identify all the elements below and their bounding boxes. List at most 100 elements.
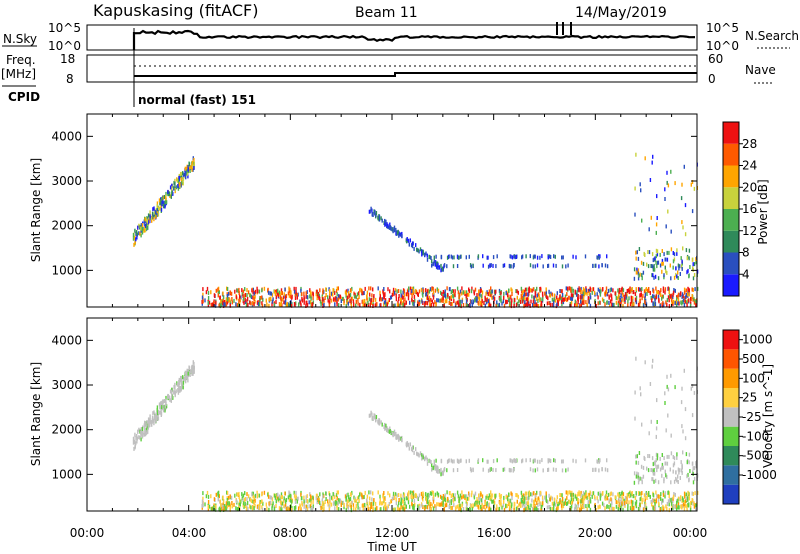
power-scatter-mark xyxy=(677,301,679,306)
power-scatter-mark xyxy=(278,290,281,295)
power-scatter-mark xyxy=(588,289,590,294)
velocity-scatter-mark xyxy=(217,497,219,502)
velocity-scatter-mark xyxy=(162,399,165,404)
velocity-scatter-mark xyxy=(153,421,155,426)
velocity-scatter-mark xyxy=(675,476,677,481)
velocity-scatter-mark xyxy=(135,434,138,439)
velocity-scatter-mark xyxy=(589,490,591,495)
velocity-scatter-mark xyxy=(509,458,511,463)
velocity-scatter-mark xyxy=(177,387,179,392)
velocity-scatter-mark xyxy=(626,497,628,502)
velocity-scatter-mark xyxy=(325,491,327,496)
velocity-scatter-mark xyxy=(492,467,494,472)
power-scatter-mark xyxy=(594,298,596,303)
velocity-scatter-mark xyxy=(144,432,147,437)
power-scatter-mark xyxy=(159,206,161,211)
power-scatter-mark xyxy=(661,269,663,274)
velocity-scatter-mark xyxy=(442,497,445,502)
velocity-scatter-mark xyxy=(542,501,544,506)
power-scatter-mark xyxy=(343,298,345,303)
velocity-scatter-mark xyxy=(577,498,579,502)
velocity-scatter-mark xyxy=(485,504,488,509)
velocity-scatter-mark xyxy=(548,505,550,510)
velocity-scatter-mark xyxy=(681,470,683,475)
velocity-scatter-mark xyxy=(441,470,444,475)
power-scatter-mark xyxy=(514,298,516,303)
power-scatter-mark xyxy=(505,291,507,296)
power-scatter-mark xyxy=(668,287,670,292)
power-scatter-mark xyxy=(640,292,642,297)
velocity-scatter-mark xyxy=(581,498,583,503)
freq-tick-top: 18 xyxy=(60,52,75,66)
velocity-scatter-mark xyxy=(162,408,165,413)
power-scatter-mark xyxy=(392,290,394,295)
velocity-scatter-mark xyxy=(534,468,536,473)
power-scatter-mark xyxy=(671,300,673,305)
velocity-scatter-mark xyxy=(276,495,279,500)
power-scatter-mark xyxy=(290,303,293,308)
power-scatter-mark xyxy=(425,251,427,256)
power-scatter-mark xyxy=(618,298,621,303)
power-scatter-mark xyxy=(617,302,619,307)
velocity-scatter-mark xyxy=(188,366,191,371)
velocity-scatter-mark xyxy=(278,494,281,499)
velocity-scatter-mark xyxy=(343,502,345,507)
velocity-scatter-mark xyxy=(243,498,246,503)
power-scatter-mark xyxy=(217,287,219,292)
power-scatter-mark xyxy=(440,268,442,273)
velocity-scatter-mark xyxy=(143,423,145,428)
velocity-scatter-mark xyxy=(602,491,604,495)
power-scatter-mark xyxy=(379,303,381,308)
velocity-scatter-mark xyxy=(481,494,484,499)
power-scatter-mark xyxy=(488,289,491,294)
velocity-scatter-mark xyxy=(261,507,264,512)
power-scatter-mark xyxy=(456,286,459,291)
power-scatter-mark xyxy=(459,299,461,304)
velocity-scatter-mark xyxy=(659,494,661,499)
power-scatter-mark xyxy=(244,287,246,292)
velocity-scatter-mark xyxy=(506,503,508,508)
power-scatter-mark xyxy=(644,290,647,295)
power-scatter-mark xyxy=(537,299,539,304)
power-scatter-mark xyxy=(411,294,413,298)
power-scatter-mark xyxy=(570,293,573,298)
velocity-scatter-mark xyxy=(317,498,319,502)
velocity-scatter-mark xyxy=(437,492,440,497)
velocity-scatter-mark xyxy=(489,467,491,472)
velocity-scatter-mark xyxy=(666,384,668,389)
velocity-scatter-mark xyxy=(295,505,297,510)
velocity-scatter-mark xyxy=(671,498,674,503)
power-scatter-mark xyxy=(584,288,586,293)
velocity-scatter-mark xyxy=(533,499,535,504)
power-scatter-mark xyxy=(527,297,530,302)
velocity-scatter-mark xyxy=(513,505,515,510)
velocity-scatter-mark xyxy=(202,496,204,501)
velocity-scatter-mark xyxy=(347,492,349,497)
power-scatter-mark xyxy=(184,166,186,171)
power-scatter-mark xyxy=(343,301,345,306)
velocity-scatter-mark xyxy=(670,497,672,502)
power-scatter-mark xyxy=(348,293,350,298)
power-scatter-mark xyxy=(673,252,676,257)
velocity-scatter-mark xyxy=(606,458,608,463)
power-scatter-mark xyxy=(397,300,399,305)
power-scatter-mark xyxy=(646,262,648,267)
velocity-scatter-mark xyxy=(406,441,408,445)
power-scatter-mark xyxy=(651,264,653,269)
power-scatter-mark xyxy=(306,295,309,300)
velocity-scatter-mark xyxy=(583,496,586,501)
velocity-scatter-mark xyxy=(426,505,429,510)
power-scatter-mark xyxy=(395,231,397,236)
power-scatter-mark xyxy=(667,286,670,291)
power-scatter-mark xyxy=(143,228,145,233)
velocity-colorbar-segment-5 xyxy=(723,388,739,408)
velocity-scatter-mark xyxy=(642,497,644,502)
velocity-scatter-mark xyxy=(192,371,194,376)
velocity-scatter-mark xyxy=(384,504,387,509)
power-scatter-mark xyxy=(371,208,373,213)
velocity-scatter-mark xyxy=(310,498,312,503)
velocity-scatter-mark xyxy=(179,386,181,390)
power-scatter-mark xyxy=(595,263,597,268)
power-scatter-mark xyxy=(171,190,173,195)
velocity-scatter-mark xyxy=(316,500,318,505)
